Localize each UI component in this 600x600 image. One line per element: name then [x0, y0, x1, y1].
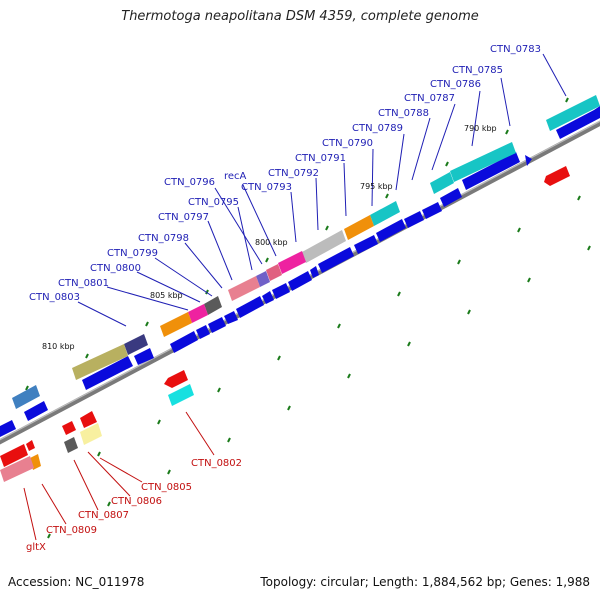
block-cyan-1	[546, 95, 600, 131]
label-reca: recA	[224, 171, 247, 182]
label-ctn-0788: CTN_0788	[378, 108, 429, 119]
gene-ctn-08xx-b	[0, 420, 16, 437]
kbp-mark-810: 810 kbp	[42, 342, 75, 351]
block-darkgray-rev	[64, 437, 78, 453]
label-ctn-0807: CTN_0807	[78, 510, 129, 521]
gene-ctn-0801	[170, 331, 198, 353]
block-gray-1	[302, 230, 346, 263]
tick-row-outer-2	[47, 245, 591, 539]
block-pink-2	[228, 276, 260, 301]
forward-label-leaders	[77, 53, 567, 327]
label-ctn-0783: CTN_0783	[490, 44, 541, 55]
outer-forward-blocks	[12, 95, 600, 409]
block-magenta-2	[188, 304, 208, 323]
tick-row-outer-1	[97, 195, 581, 457]
gene-ctn-0807	[26, 440, 35, 451]
label-ctn-0803: CTN_0803	[29, 292, 80, 303]
block-navy-1	[124, 334, 148, 355]
map-title: Thermotoga neapolitana DSM 4359, complet…	[121, 9, 479, 24]
label-ctn-0790: CTN_0790	[322, 138, 373, 149]
gene-ctn-0803	[82, 356, 133, 390]
gene-ctn-0802	[164, 370, 188, 388]
block-pink-1	[266, 264, 282, 281]
gene-ctn-0795	[262, 291, 274, 304]
label-ctn-0798: CTN_0798	[138, 233, 189, 244]
label-gltx: gltX	[26, 542, 46, 553]
label-ctn-0800: CTN_0800	[90, 263, 141, 274]
label-ctn-0805: CTN_0805	[141, 482, 192, 493]
gene-ctn-0785-rev	[544, 166, 570, 186]
genome-summary-text: Topology: circular; Length: 1,884,562 bp…	[260, 575, 590, 589]
gene-ctn-0805	[80, 411, 97, 428]
label-ctn-0796: CTN_0796	[164, 177, 215, 188]
label-ctn-0809: CTN_0809	[46, 525, 97, 536]
kbp-mark-800: 800 kbp	[255, 238, 288, 247]
label-ctn-0786: CTN_0786	[430, 79, 481, 90]
block-cyan-4	[370, 201, 400, 226]
gene-ctn-0791	[354, 235, 378, 254]
block-cyan-rev	[168, 384, 194, 406]
gene-ctn-0797	[236, 296, 264, 318]
gene-ctn-0809	[0, 444, 28, 467]
gene-ctn-0798	[224, 311, 238, 324]
label-ctn-0795: CTN_0795	[188, 197, 239, 208]
label-ctn-0806: CTN_0806	[111, 496, 162, 507]
gene-ctn-0787	[440, 188, 462, 207]
block-steelblue-1	[12, 385, 40, 409]
kbp-mark-805: 805 kbp	[150, 291, 183, 300]
accession-text: Accession: NC_011978	[8, 575, 145, 589]
block-yellow-rev	[80, 423, 102, 445]
gene-ctn-08xx-a	[24, 401, 48, 421]
kbp-mark-795: 795 kbp	[360, 182, 393, 191]
block-orange-2	[160, 312, 192, 337]
gene-ctn-0790	[376, 219, 406, 242]
label-ctn-0789: CTN_0789	[352, 123, 403, 134]
kbp-mark-790: 790 kbp	[464, 124, 497, 133]
label-ctn-0785: CTN_0785	[452, 65, 503, 76]
gene-ctn-0789	[404, 211, 424, 228]
label-ctn-0787: CTN_0787	[404, 93, 455, 104]
label-ctn-0802: CTN_0802	[191, 458, 242, 469]
gene-gltx	[0, 456, 34, 482]
label-ctn-0792: CTN_0792	[268, 168, 319, 179]
block-olive-1	[72, 344, 128, 380]
label-ctn-0801: CTN_0801	[58, 278, 109, 289]
forward-genes	[0, 106, 600, 437]
gene-ctn-0793	[310, 266, 319, 278]
label-ctn-0797: CTN_0797	[158, 212, 209, 223]
label-ctn-0799: CTN_0799	[107, 248, 158, 259]
gene-ctn-0800	[196, 325, 210, 339]
block-darkgray-1	[204, 296, 222, 315]
gene-reca	[288, 271, 312, 291]
gene-ctn-0803b	[134, 348, 154, 365]
gene-ctn-0786	[525, 155, 532, 166]
block-cyan-2	[450, 142, 516, 182]
reverse-label-leaders	[23, 411, 215, 541]
block-cyan-3	[430, 172, 454, 194]
gene-ctn-0785	[462, 152, 520, 190]
gene-ctn-0792	[318, 247, 354, 273]
label-ctn-0791: CTN_0791	[295, 153, 346, 164]
gene-ctn-0783	[556, 106, 600, 139]
block-purple-1	[256, 271, 270, 287]
block-magenta-1	[278, 251, 306, 274]
gene-ctn-0806	[62, 421, 76, 435]
tick-row-inner	[25, 97, 569, 391]
reverse-genes	[0, 166, 570, 482]
gene-ctn-0799	[208, 317, 226, 333]
gene-ctn-0796	[272, 283, 290, 299]
gene-ctn-0788	[422, 202, 442, 219]
label-ctn-0793: CTN_0793	[241, 182, 292, 193]
block-orange-1	[344, 215, 374, 240]
